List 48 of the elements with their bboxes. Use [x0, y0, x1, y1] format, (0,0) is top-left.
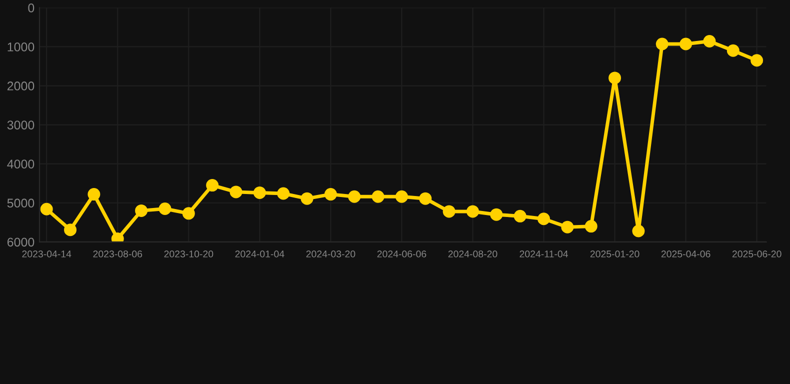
point: [584, 220, 598, 233]
x-tick-label: 2024-08-20: [448, 250, 498, 258]
x-tick-label: 2024-01-04: [235, 250, 284, 258]
x-tick-label: 2023-10-20: [164, 250, 214, 258]
y-tick-label: 3000: [7, 120, 34, 130]
x-tick-label: 2025-01-20: [590, 250, 640, 258]
point: [726, 44, 740, 57]
point: [64, 224, 77, 236]
x-tick-label: 2024-03-20: [306, 250, 356, 258]
y-tick-label: 5000: [7, 198, 34, 208]
point: [419, 192, 432, 205]
point: [158, 202, 172, 215]
y-tick-label: 1000: [8, 42, 34, 52]
point: [561, 220, 574, 234]
point: [348, 190, 361, 203]
x-tick-label: 2024-11-04: [520, 250, 568, 258]
point: [277, 187, 290, 200]
x-tick-label: 2023-04-14: [22, 250, 72, 258]
point: [514, 210, 526, 222]
point: [135, 204, 148, 217]
point: [206, 179, 219, 192]
point: [300, 192, 314, 205]
point: [608, 72, 622, 84]
point: [40, 202, 53, 216]
point: [680, 38, 692, 50]
x-tick-label: 2023-08-06: [93, 250, 142, 258]
x-tick-label: 2024-06-06: [377, 250, 426, 258]
point: [656, 38, 668, 50]
point: [442, 205, 456, 218]
point: [324, 188, 337, 201]
point: [466, 205, 479, 218]
x-tick-label: 2025-06-20: [732, 250, 782, 258]
y-tick-label: 2000: [7, 82, 34, 90]
x-tick-label: 2025-04-06: [661, 250, 710, 258]
point: [230, 186, 242, 198]
point: [88, 188, 100, 201]
point: [538, 212, 550, 226]
point: [182, 207, 195, 220]
point: [490, 208, 503, 221]
point: [703, 35, 716, 48]
y-tick-label: 4000: [7, 160, 34, 168]
point: [372, 190, 384, 203]
point: [253, 186, 266, 199]
y-tick-label: 0: [28, 3, 34, 12]
y-tick-label: 6000: [7, 238, 34, 247]
point: [395, 190, 408, 203]
point: [632, 224, 645, 238]
point: [750, 54, 764, 67]
